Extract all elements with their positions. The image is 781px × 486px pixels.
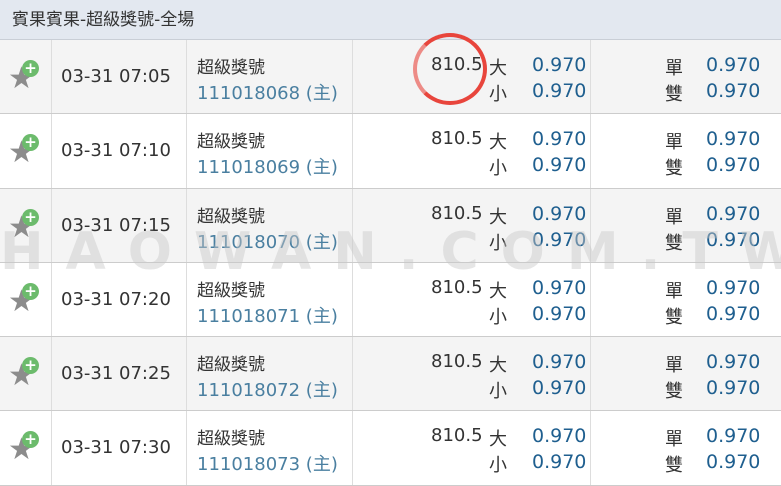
match-time: 03-31 07:20 bbox=[61, 288, 171, 310]
big-label: 大 bbox=[489, 206, 507, 228]
even-label: 雙 bbox=[665, 158, 683, 180]
add-icon[interactable]: + bbox=[22, 282, 39, 300]
match-time: 03-31 07:10 bbox=[61, 140, 171, 162]
table-row: ★ + 03-31 07:05 超級獎號 111018068 (主) 810.5 大… bbox=[0, 40, 781, 115]
add-icon[interactable]: + bbox=[22, 431, 39, 449]
even-odds[interactable]: 0.970 bbox=[706, 154, 761, 177]
add-icon[interactable]: + bbox=[22, 60, 39, 77]
game-name: 超級獎號 bbox=[197, 355, 265, 376]
big-odds[interactable]: 0.970 bbox=[532, 425, 587, 448]
match-time: 03-31 07:30 bbox=[61, 437, 171, 459]
draw-id: 111018068 (主) bbox=[197, 83, 338, 104]
small-odds[interactable]: 0.970 bbox=[532, 228, 587, 251]
draw-id: 111018072 (主) bbox=[197, 380, 338, 402]
odd-odds[interactable]: 0.970 bbox=[706, 54, 761, 76]
line-value: 810.5 bbox=[431, 425, 483, 447]
add-icon[interactable]: + bbox=[22, 357, 39, 375]
table-row: ★ + 03-31 07:30 超級獎號 111018073 (主) 810.5 大… bbox=[0, 411, 781, 486]
add-icon[interactable]: + bbox=[22, 208, 39, 226]
odd-label: 單 bbox=[665, 58, 683, 79]
big-odds[interactable]: 0.970 bbox=[532, 54, 587, 76]
big-odds[interactable]: 0.970 bbox=[532, 276, 587, 299]
big-label: 大 bbox=[489, 355, 507, 377]
small-odds[interactable]: 0.970 bbox=[532, 451, 587, 474]
big-label: 大 bbox=[489, 132, 507, 154]
line-value: 810.5 bbox=[431, 276, 483, 298]
even-odds[interactable]: 0.970 bbox=[706, 451, 761, 474]
small-odds[interactable]: 0.970 bbox=[532, 302, 587, 325]
odd-label: 單 bbox=[665, 280, 683, 302]
line-value: 810.5 bbox=[431, 202, 483, 224]
odd-odds[interactable]: 0.970 bbox=[706, 276, 761, 299]
even-odds[interactable]: 0.970 bbox=[706, 80, 761, 102]
odd-odds[interactable]: 0.970 bbox=[706, 351, 761, 374]
odd-label: 單 bbox=[665, 355, 683, 377]
add-icon[interactable]: + bbox=[22, 134, 39, 152]
table-row: ★ + 03-31 07:15 超級獎號 111018070 (主) 810.5 大… bbox=[0, 188, 781, 263]
odd-odds[interactable]: 0.970 bbox=[706, 202, 761, 225]
even-label: 雙 bbox=[665, 381, 683, 403]
odd-odds[interactable]: 0.970 bbox=[706, 128, 761, 151]
even-odds[interactable]: 0.970 bbox=[706, 377, 761, 400]
big-label: 大 bbox=[489, 280, 507, 302]
match-time: 03-31 07:25 bbox=[61, 363, 171, 385]
big-odds[interactable]: 0.970 bbox=[532, 351, 587, 374]
odd-label: 單 bbox=[665, 429, 683, 451]
game-name: 超級獎號 bbox=[197, 132, 265, 153]
even-label: 雙 bbox=[665, 232, 683, 254]
game-name: 超級獎號 bbox=[197, 206, 265, 227]
match-list: ★ + 03-31 07:05 超級獎號 111018068 (主) 810.5 大… bbox=[0, 40, 781, 486]
draw-id: 111018071 (主) bbox=[197, 305, 338, 327]
small-label: 小 bbox=[489, 84, 507, 105]
draw-id: 111018073 (主) bbox=[197, 454, 338, 476]
even-label: 雙 bbox=[665, 306, 683, 328]
big-odds[interactable]: 0.970 bbox=[532, 128, 587, 151]
small-label: 小 bbox=[489, 306, 507, 328]
even-odds[interactable]: 0.970 bbox=[706, 302, 761, 325]
small-odds[interactable]: 0.970 bbox=[532, 154, 587, 177]
highlight-circle bbox=[413, 33, 487, 105]
small-label: 小 bbox=[489, 158, 507, 180]
odd-odds[interactable]: 0.970 bbox=[706, 425, 761, 448]
big-odds[interactable]: 0.970 bbox=[532, 202, 587, 225]
small-label: 小 bbox=[489, 455, 507, 477]
even-label: 雙 bbox=[665, 455, 683, 477]
small-label: 小 bbox=[489, 232, 507, 254]
odd-label: 單 bbox=[665, 132, 683, 154]
small-odds[interactable]: 0.970 bbox=[532, 80, 587, 102]
game-name: 超級獎號 bbox=[197, 58, 265, 78]
even-odds[interactable]: 0.970 bbox=[706, 228, 761, 251]
small-label: 小 bbox=[489, 381, 507, 403]
line-value: 810.5 bbox=[431, 351, 483, 373]
section-title: 賓果賓果-超級獎號-全場 bbox=[0, 0, 781, 40]
match-time: 03-31 07:05 bbox=[61, 66, 171, 87]
draw-id: 111018069 (主) bbox=[197, 157, 338, 179]
odd-label: 單 bbox=[665, 206, 683, 228]
game-name: 超級獎號 bbox=[197, 280, 265, 301]
table-row: ★ + 03-31 07:10 超級獎號 111018069 (主) 810.5 大… bbox=[0, 114, 781, 189]
table-row: ★ + 03-31 07:20 超級獎號 111018071 (主) 810.5 大… bbox=[0, 262, 781, 338]
table-row: ★ + 03-31 07:25 超級獎號 111018072 (主) 810.5 大… bbox=[0, 337, 781, 412]
big-label: 大 bbox=[489, 58, 507, 79]
line-value: 810.5 bbox=[431, 128, 483, 150]
match-time: 03-31 07:15 bbox=[61, 214, 171, 236]
draw-id: 111018070 (主) bbox=[197, 231, 338, 253]
game-name: 超級獎號 bbox=[197, 429, 265, 450]
big-label: 大 bbox=[489, 429, 507, 451]
even-label: 雙 bbox=[665, 84, 683, 105]
small-odds[interactable]: 0.970 bbox=[532, 377, 587, 400]
